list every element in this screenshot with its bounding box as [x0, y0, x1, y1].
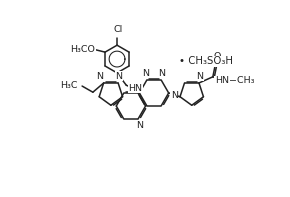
Text: O: O: [214, 52, 221, 61]
Text: N: N: [196, 72, 203, 81]
Text: N: N: [159, 69, 166, 78]
Text: HN−CH₃: HN−CH₃: [215, 76, 254, 85]
Text: • CH₃SO₃H: • CH₃SO₃H: [180, 56, 233, 66]
Text: N: N: [96, 72, 103, 81]
Text: N: N: [115, 72, 122, 81]
Text: HN: HN: [128, 84, 143, 93]
Text: H₃CO: H₃CO: [70, 45, 95, 54]
Text: N: N: [136, 121, 143, 130]
Text: N: N: [142, 69, 149, 78]
Text: N: N: [171, 91, 178, 100]
Text: Cl: Cl: [113, 25, 122, 34]
Text: H₃C: H₃C: [60, 81, 77, 90]
